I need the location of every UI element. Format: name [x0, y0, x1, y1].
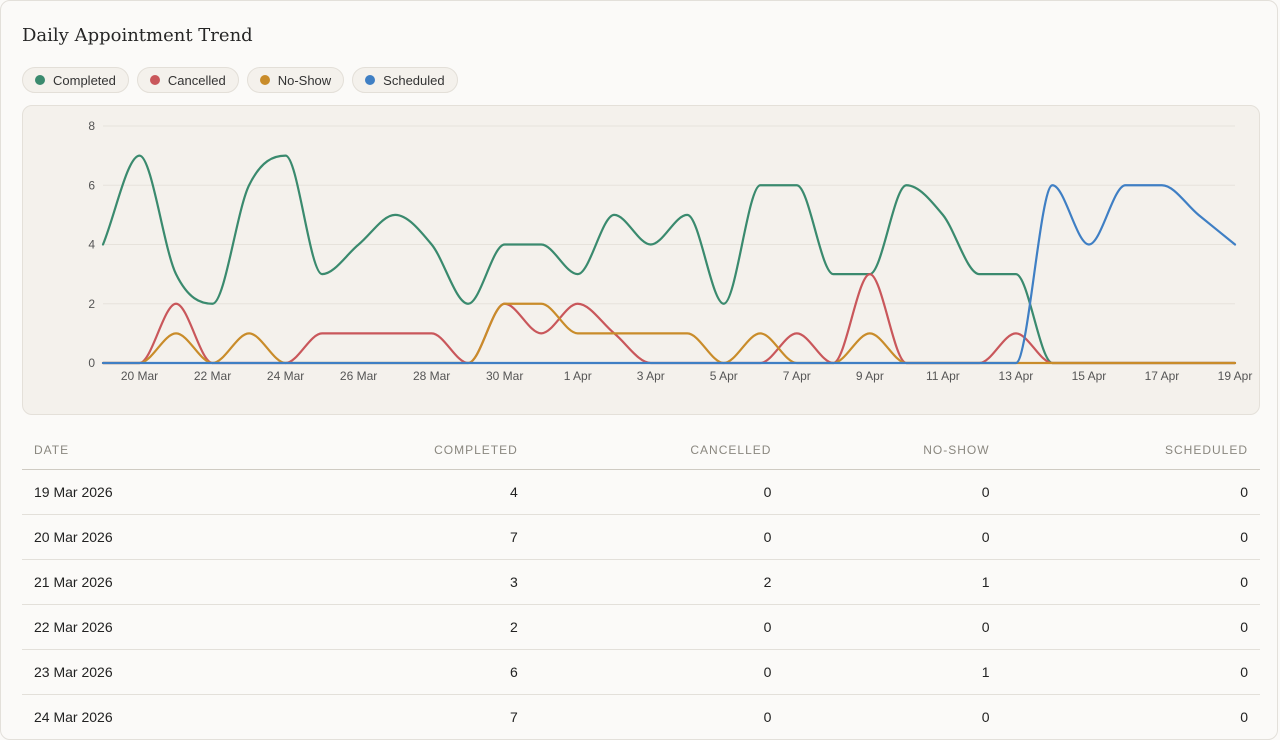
x-tick-label: 22 Mar	[194, 369, 231, 383]
data-table: DATE COMPLETED CANCELLED NO-SHOW SCHEDUL…	[22, 431, 1260, 740]
x-tick-label: 1 Apr	[564, 369, 592, 383]
table-row: 21 Mar 2026 3 2 1 0	[22, 559, 1260, 605]
legend-label: Completed	[53, 72, 116, 88]
cell-date: 24 Mar 2026	[22, 694, 270, 740]
chart-title: Daily Appointment Trend	[22, 25, 253, 46]
table-row: 22 Mar 2026 2 0 0 0	[22, 604, 1260, 650]
table-row: 20 Mar 2026 7 0 0 0	[22, 514, 1260, 560]
cell-completed: 4	[269, 469, 530, 515]
series-line-cancelled	[101, 273, 1237, 365]
cell-scheduled: 0	[1001, 514, 1260, 560]
x-tick-label: 15 Apr	[1072, 369, 1107, 383]
cell-scheduled: 0	[1001, 559, 1260, 605]
cell-cancelled: 2	[529, 559, 784, 605]
x-tick-label: 30 Mar	[486, 369, 523, 383]
cell-no-show: 0	[783, 604, 1002, 650]
line-chart: 0 2 4 6 8 20 Mar 22 Mar 24 Mar 26 Mar 28 Mar 30 Ma…	[88, 119, 1253, 383]
cell-date: 19 Mar 2026	[22, 469, 270, 515]
cell-cancelled: 0	[529, 469, 784, 515]
cancelled-dot-icon	[149, 75, 160, 85]
y-tick-label: 8	[88, 119, 95, 133]
legend-completed[interactable]: Completed	[22, 67, 129, 93]
cell-no-show: 0	[783, 694, 1002, 740]
y-tick-label: 6	[88, 178, 95, 192]
legend-label: Scheduled	[383, 72, 445, 88]
x-tick-label: 7 Apr	[783, 369, 811, 383]
legend-cancelled[interactable]: Cancelled	[136, 67, 239, 93]
x-tick-label: 13 Apr	[999, 369, 1034, 383]
cell-no-show: 1	[783, 649, 1002, 695]
y-tick-label: 4	[88, 238, 95, 252]
cell-completed: 7	[269, 514, 530, 560]
series-line-no-show	[101, 302, 1237, 365]
x-tick-label: 11 Apr	[926, 369, 960, 383]
cell-scheduled: 0	[1001, 694, 1260, 740]
cell-no-show: 1	[783, 559, 1002, 605]
y-tick-label: 2	[88, 297, 95, 311]
table-row: 23 Mar 2026 6 0 1 0	[22, 649, 1260, 695]
series-line-scheduled	[101, 184, 1237, 365]
cell-no-show: 0	[783, 469, 1002, 515]
no-show-dot-icon	[259, 75, 270, 85]
cell-cancelled: 0	[529, 649, 784, 695]
legend-label: No-Show	[277, 72, 332, 88]
cell-completed: 3	[269, 559, 530, 605]
x-tick-label: 26 Mar	[340, 369, 377, 383]
cell-scheduled: 0	[1001, 469, 1260, 515]
table-row: 19 Mar 2026 4 0 0 0	[22, 469, 1260, 515]
cell-date: 22 Mar 2026	[22, 604, 270, 650]
x-tick-label: 17 Apr	[1145, 369, 1180, 383]
x-tick-label: 3 Apr	[637, 369, 665, 383]
cell-completed: 6	[269, 649, 530, 695]
legend-label: Cancelled	[167, 72, 226, 88]
col-header-cancelled[interactable]: CANCELLED	[529, 431, 784, 470]
table-header-row: DATE COMPLETED CANCELLED NO-SHOW SCHEDUL…	[22, 431, 1260, 470]
col-header-date[interactable]: DATE	[22, 431, 270, 470]
col-header-no-show[interactable]: NO-SHOW	[783, 431, 1002, 470]
cell-scheduled: 0	[1001, 649, 1260, 695]
cell-cancelled: 0	[529, 514, 784, 560]
cell-cancelled: 0	[529, 604, 784, 650]
cell-cancelled: 0	[529, 694, 784, 740]
x-tick-label: 24 Mar	[267, 369, 304, 383]
col-header-scheduled[interactable]: SCHEDULED	[1001, 431, 1260, 470]
completed-dot-icon	[35, 75, 45, 85]
y-tick-label: 0	[88, 356, 95, 370]
cell-date: 23 Mar 2026	[22, 649, 270, 695]
x-tick-label: 20 Mar	[121, 369, 158, 383]
x-tick-label: 28 Mar	[413, 369, 450, 383]
col-header-completed[interactable]: COMPLETED	[269, 431, 530, 470]
cell-date: 21 Mar 2026	[22, 559, 270, 605]
cell-completed: 2	[269, 604, 530, 650]
legend-no-show[interactable]: No-Show	[246, 67, 345, 93]
legend-scheduled[interactable]: Scheduled	[352, 67, 458, 93]
scheduled-dot-icon	[365, 75, 376, 85]
x-tick-label: 5 Apr	[710, 369, 738, 383]
legend: Completed Cancelled No-Show Scheduled	[22, 67, 458, 93]
cell-no-show: 0	[783, 514, 1002, 560]
table-row: 24 Mar 2026 7 0 0 0	[22, 694, 1260, 740]
cell-date: 20 Mar 2026	[22, 514, 270, 560]
cell-scheduled: 0	[1001, 604, 1260, 650]
series-line-completed	[101, 154, 1237, 365]
x-tick-label: 9 Apr	[856, 369, 884, 383]
x-tick-label: 19 Apr	[1218, 369, 1253, 383]
chart-area: 0 2 4 6 8 20 Mar 22 Mar 24 Mar 26 Mar 28 Mar 30 Ma…	[22, 105, 1260, 415]
cell-completed: 7	[269, 694, 530, 740]
